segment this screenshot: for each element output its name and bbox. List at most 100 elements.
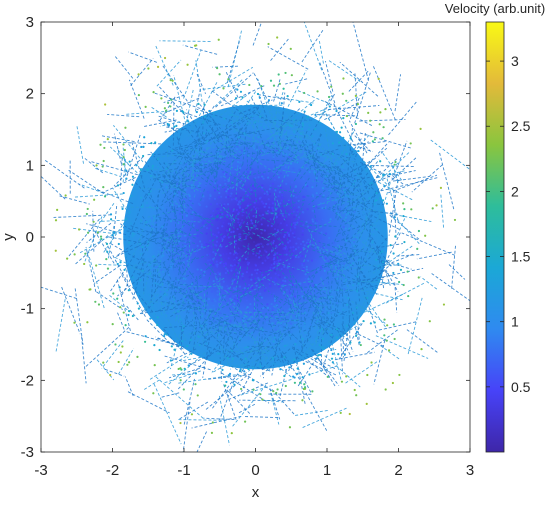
trajectory-point: [327, 376, 329, 378]
trajectory-point: [416, 248, 418, 250]
trajectory-point: [354, 249, 356, 251]
trajectory-point: [272, 202, 274, 204]
trajectory-point: [142, 155, 144, 157]
trajectory-point: [289, 334, 291, 336]
trajectory-point: [269, 285, 271, 287]
trajectory-point: [124, 149, 126, 151]
trajectory-point: [205, 323, 207, 325]
trajectory-point: [374, 138, 376, 140]
trajectory-point: [207, 312, 209, 314]
trajectory-point: [233, 325, 235, 327]
trajectory-point: [290, 323, 292, 325]
trajectory-point: [87, 232, 89, 234]
trajectory-point: [254, 202, 256, 204]
trajectory-point: [191, 163, 193, 165]
trajectory-point: [221, 286, 223, 288]
trajectory-point: [242, 213, 244, 215]
trajectory-point: [344, 210, 346, 212]
y-tick-label: 0: [26, 229, 34, 246]
trajectory-point: [324, 175, 326, 177]
trajectory-point: [255, 198, 257, 200]
trajectory-point: [232, 267, 234, 269]
trajectory-point: [292, 117, 294, 119]
trajectory-point: [303, 178, 305, 180]
trajectory-point: [218, 39, 220, 41]
trajectory-point: [243, 259, 245, 261]
trajectory-point: [197, 394, 199, 396]
trajectory-point: [266, 191, 268, 193]
trajectory-point: [208, 110, 210, 112]
trajectory-point: [285, 183, 287, 185]
trajectory-point: [151, 254, 153, 256]
trajectory-point: [308, 128, 310, 130]
trajectory-point: [368, 270, 370, 272]
trajectory-point: [382, 261, 384, 263]
trajectory-point: [250, 219, 252, 221]
trajectory-point: [275, 392, 277, 394]
trajectory-point: [356, 307, 358, 309]
trajectory-point: [218, 73, 220, 75]
trajectory-point: [314, 114, 316, 116]
trajectory-point: [280, 222, 282, 224]
trajectory-point: [357, 150, 359, 152]
trajectory-point: [209, 131, 211, 133]
trajectory-point: [337, 244, 339, 246]
x-tick-label: -3: [34, 462, 47, 479]
trajectory-point: [269, 240, 271, 242]
trajectory-point: [139, 248, 141, 250]
trajectory-point: [357, 174, 359, 176]
trajectory-point: [336, 328, 338, 330]
trajectory-point: [218, 231, 220, 233]
trajectory-point: [214, 153, 216, 155]
trajectory-point: [388, 349, 390, 351]
trajectory-point: [285, 385, 287, 387]
trajectory-point: [214, 300, 216, 302]
trajectory-point: [148, 221, 150, 223]
trajectory-point: [329, 185, 331, 187]
trajectory-point: [190, 339, 192, 341]
trajectory-point: [228, 374, 230, 376]
trajectory-point: [244, 186, 246, 188]
trajectory-point: [144, 341, 146, 343]
trajectory-point: [188, 210, 190, 212]
trajectory-point: [353, 289, 355, 291]
trajectory-point: [301, 295, 303, 297]
trajectory-point: [165, 168, 167, 170]
trajectory-point: [403, 284, 405, 286]
trajectory-point: [273, 156, 275, 158]
trajectory-point: [322, 187, 324, 189]
trajectory-point: [193, 148, 195, 150]
trajectory-point: [238, 341, 240, 343]
trajectory-point: [160, 291, 162, 293]
trajectory-point: [155, 222, 157, 224]
trajectory-point: [259, 115, 261, 117]
trajectory-point: [228, 341, 230, 343]
trajectory-point: [266, 135, 268, 137]
trajectory-point: [228, 257, 230, 259]
trajectory-point: [345, 227, 347, 229]
trajectory-point: [152, 154, 154, 156]
trajectory-point: [280, 199, 282, 201]
trajectory-point: [248, 257, 250, 259]
trajectory-point: [246, 215, 248, 217]
trajectory-point: [219, 203, 221, 205]
trajectory-point: [100, 236, 102, 238]
trajectory-point: [227, 290, 229, 292]
trajectory-point: [372, 233, 374, 235]
trajectory-point: [232, 358, 234, 360]
trajectory-point: [347, 316, 349, 318]
trajectory-point: [238, 319, 240, 321]
trajectory-point: [304, 145, 306, 147]
trajectory-point: [300, 243, 302, 245]
trajectory-point: [177, 188, 179, 190]
trajectory-point: [186, 279, 188, 281]
trajectory-point: [222, 87, 224, 89]
trajectory-point: [224, 216, 226, 218]
trajectory-point: [151, 167, 153, 169]
trajectory-point: [273, 170, 275, 172]
trajectory-point: [345, 375, 347, 377]
trajectory-point: [307, 243, 309, 245]
trajectory-point: [303, 92, 305, 94]
trajectory-point: [282, 250, 284, 252]
